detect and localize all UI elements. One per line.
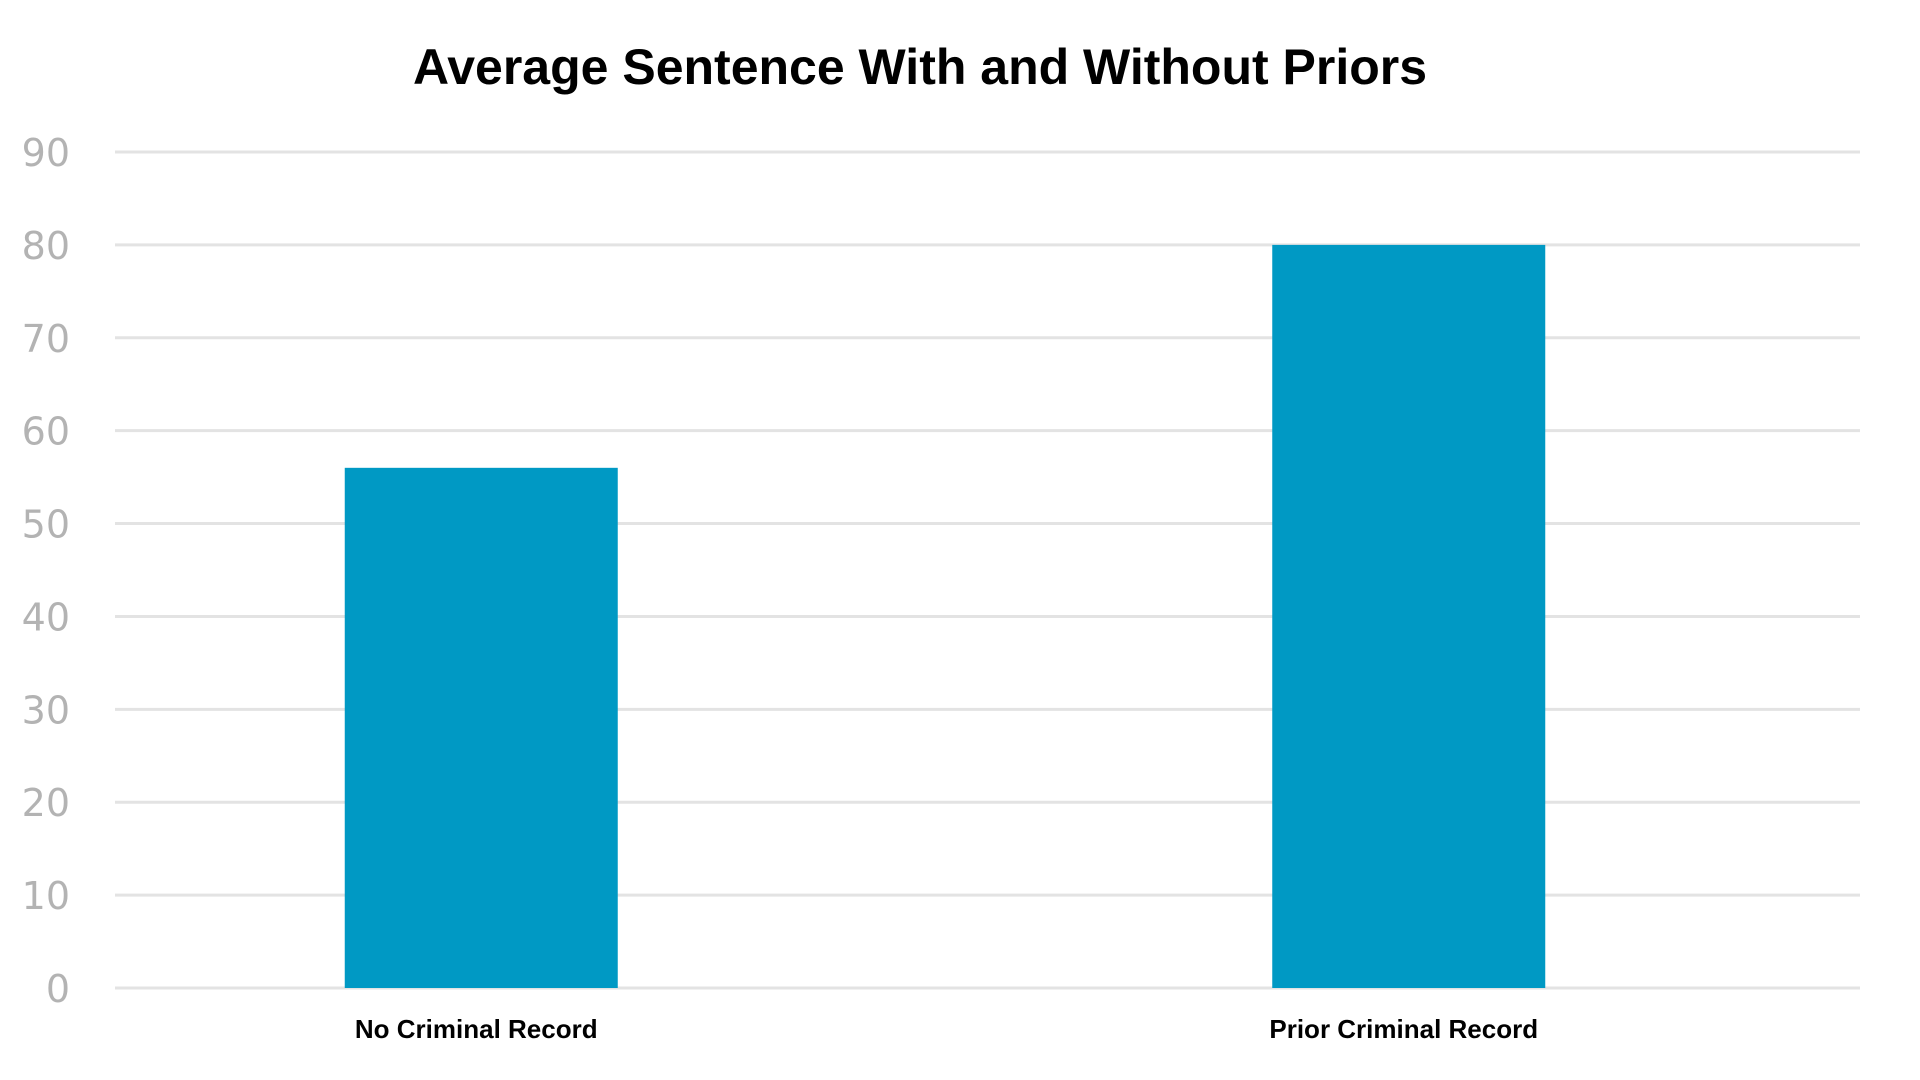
y-tick-label: 20 xyxy=(22,781,70,825)
bar xyxy=(344,467,618,988)
y-tick-label: 70 xyxy=(22,317,70,361)
y-tick-label: 30 xyxy=(22,688,70,732)
x-category-label: Prior Criminal Record xyxy=(1269,1014,1538,1044)
y-tick-label: 10 xyxy=(22,874,70,918)
y-tick-label: 80 xyxy=(22,224,70,268)
bar xyxy=(1272,244,1546,988)
y-tick-label: 40 xyxy=(22,595,70,639)
chart-title: Average Sentence With and Without Priors xyxy=(412,39,1428,95)
x-category-label: No Criminal Record xyxy=(355,1014,598,1044)
y-tick-label: 0 xyxy=(46,967,70,1011)
y-tick-label: 60 xyxy=(22,410,70,454)
y-tick-label: 90 xyxy=(22,131,70,175)
y-tick-label: 50 xyxy=(22,503,70,547)
